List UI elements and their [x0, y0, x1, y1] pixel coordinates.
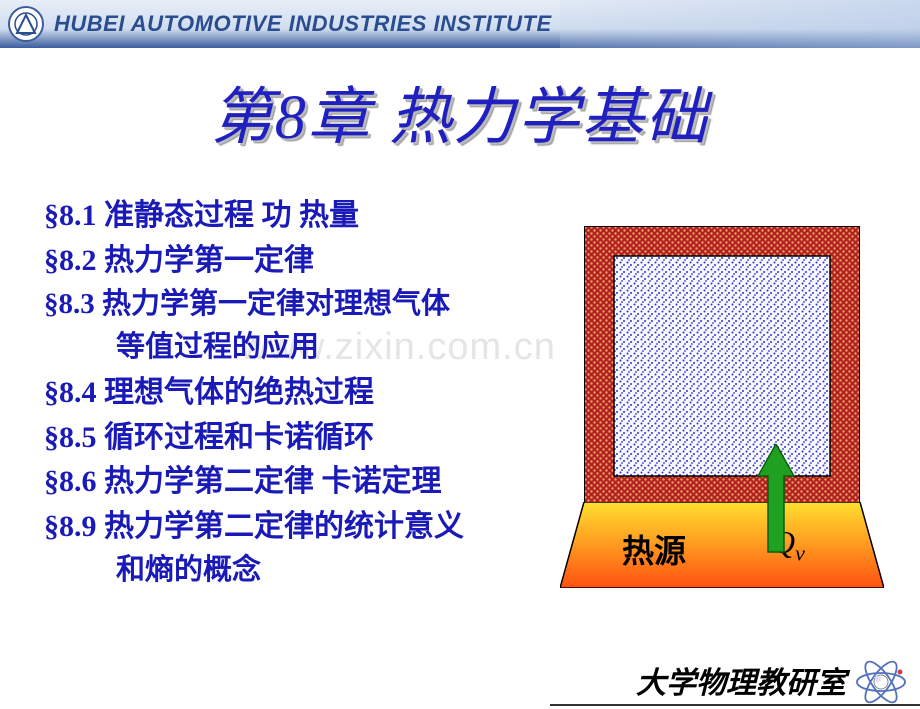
slide-body: www.zixin.com.cn 第8章 热力学基础 §8.1 准静态过程 功 …	[0, 66, 920, 708]
footer-divider	[550, 704, 920, 706]
atom-icon	[850, 660, 912, 704]
table-of-contents: §8.1 准静态过程 功 热量 §8.2 热力学第一定律 §8.3 热力学第一定…	[44, 196, 464, 596]
toc-item-8-3b: 等值过程的应用	[116, 328, 464, 367]
footer-text: 大学物理教研室	[636, 658, 846, 702]
container-wall	[584, 226, 860, 506]
toc-item-8-3: §8.3 热力学第一定律对理想气体	[44, 285, 464, 324]
heat-source-label: 热源	[622, 526, 686, 572]
institution-logo	[8, 6, 44, 42]
toc-item-8-4: §8.4 理想气体的绝热过程	[44, 373, 464, 414]
container-box	[584, 226, 860, 506]
toc-item-8-9b: 和熵的概念	[116, 551, 464, 590]
chapter-title: 第8章 热力学基础	[0, 66, 920, 156]
heat-arrow-icon	[756, 444, 796, 554]
toc-item-8-5: §8.5 循环过程和卡诺循环	[44, 418, 464, 459]
heat-source-block	[560, 502, 884, 588]
q-subscript: v	[795, 540, 805, 565]
institution-name: HUBEI AUTOMOTIVE INDUSTRIES INSTITUTE	[54, 11, 552, 37]
header-bg-image	[560, 0, 920, 48]
slide-header: HUBEI AUTOMOTIVE INDUSTRIES INSTITUTE	[0, 0, 920, 48]
toc-item-8-9: §8.9 热力学第二定律的统计意义	[44, 507, 464, 548]
toc-item-8-1: §8.1 准静态过程 功 热量	[44, 196, 464, 237]
gas-container-diagram: 热源 Qv	[584, 226, 868, 586]
toc-item-8-2: §8.2 热力学第一定律	[44, 241, 464, 282]
toc-item-8-6: §8.6 热力学第二定律 卡诺定理	[44, 462, 464, 503]
